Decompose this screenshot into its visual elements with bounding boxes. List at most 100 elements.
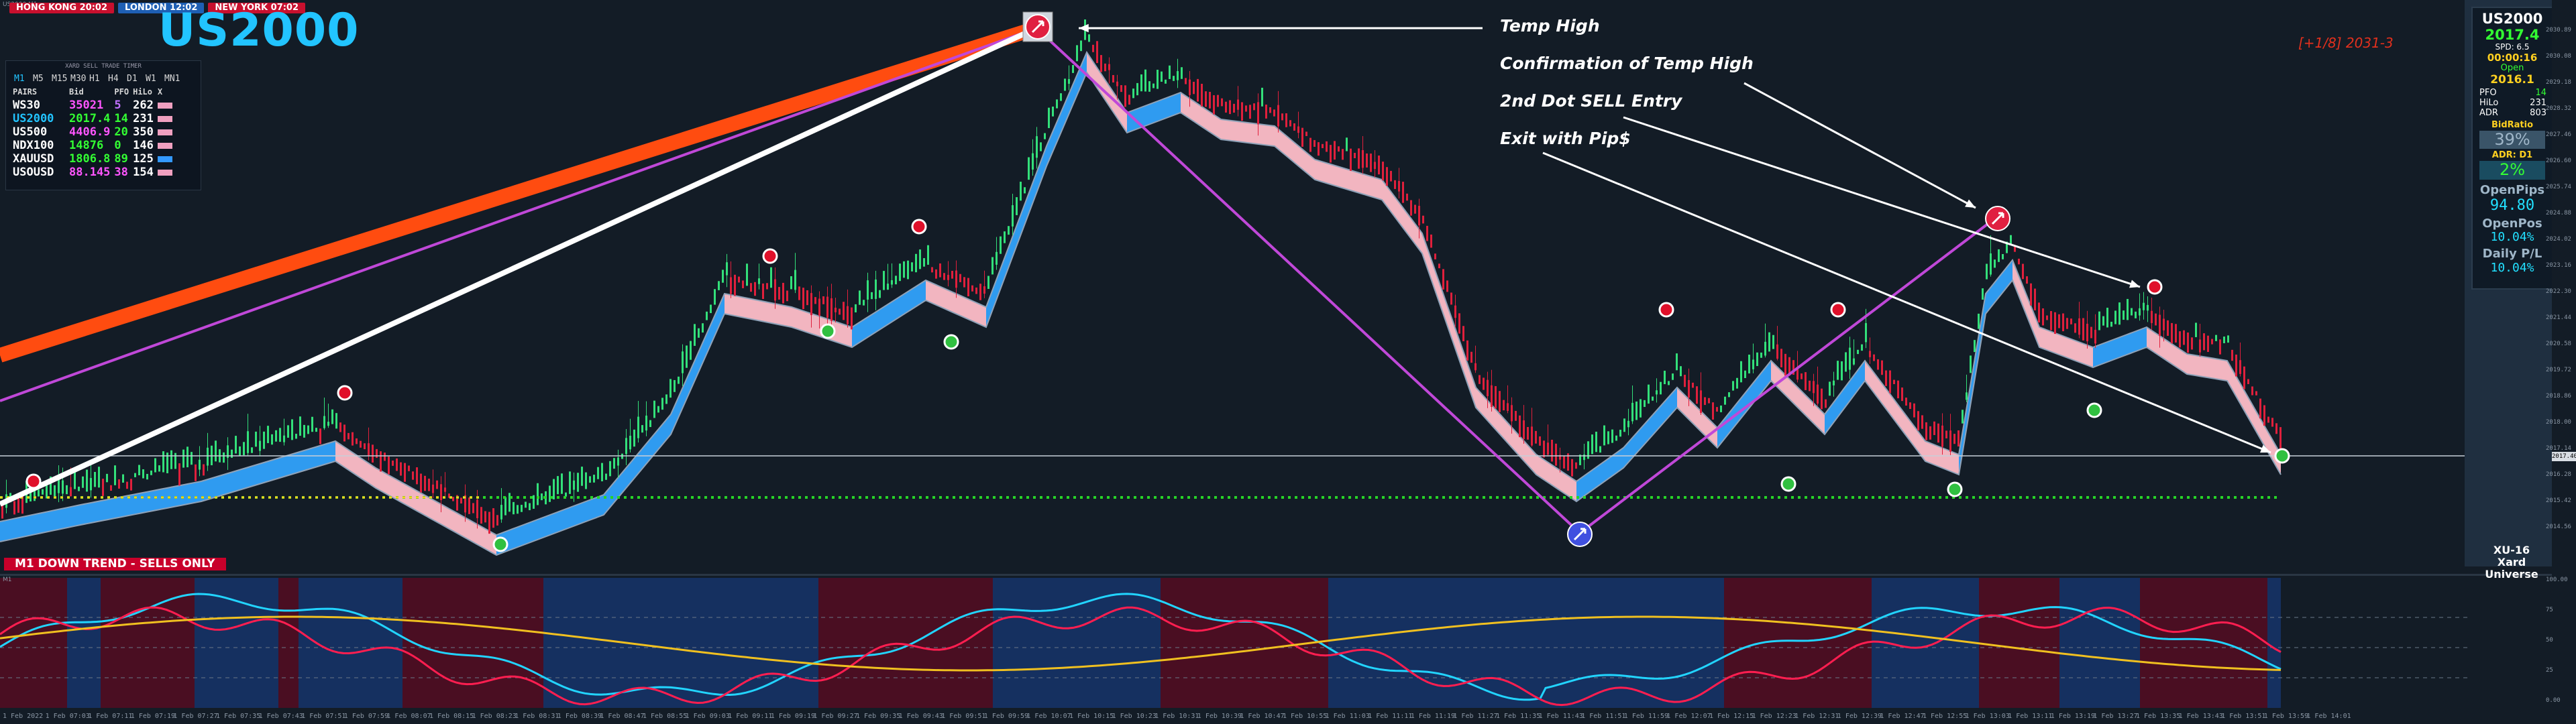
- drawn-trendlines: [0, 21, 2469, 534]
- band-segment: [60, 507, 67, 530]
- candle-wick: [1523, 405, 1524, 444]
- band-segment: [389, 475, 396, 499]
- osc-line-signal: [0, 606, 2282, 707]
- table-row[interactable]: NDX100 14876 0 146: [13, 139, 176, 152]
- candle: [291, 419, 293, 440]
- band-segment: [1020, 200, 1026, 238]
- timeframe-label[interactable]: H4: [108, 74, 119, 84]
- osc-regime-block: [2267, 578, 2281, 708]
- table-row[interactable]: XAUUSD 1806.8 89 125: [13, 152, 176, 166]
- band-segment: [174, 485, 181, 507]
- band-segment: [47, 510, 54, 532]
- candle: [412, 471, 414, 480]
- band-segment: [1422, 233, 1429, 273]
- candle: [525, 501, 527, 508]
- candle: [657, 406, 659, 413]
- candle: [1406, 193, 1408, 201]
- candle: [1056, 99, 1058, 109]
- band-segment: [2174, 345, 2180, 370]
- temp-high-marker: [1985, 206, 2010, 231]
- band-segment: [1952, 452, 1959, 475]
- band-segment: [2059, 335, 2066, 357]
- candle: [778, 287, 780, 300]
- time-tick: 1 Feb 10:07: [1026, 713, 1071, 720]
- time-tick: 1 Feb 13:11: [2008, 713, 2053, 720]
- timeframe-label[interactable]: H1: [89, 74, 100, 84]
- cell-hilo: 125: [133, 152, 154, 166]
- candle: [1, 503, 3, 519]
- candle-wick: [996, 237, 997, 270]
- band-segment: [2086, 345, 2093, 367]
- timeframe-label[interactable]: M30: [70, 74, 87, 84]
- candle: [1652, 396, 1654, 401]
- candle-wick: [831, 284, 832, 327]
- band-segment: [1677, 387, 1684, 414]
- time-tick: 1 Feb 10:15: [1069, 713, 1114, 720]
- time-tick: 1 Feb 14:01: [2306, 713, 2351, 720]
- candle: [537, 483, 539, 505]
- timeframe-label[interactable]: M1: [14, 74, 25, 84]
- cell-pfo: 89: [114, 152, 128, 166]
- candle: [1873, 354, 1875, 361]
- band-segment: [1147, 103, 1154, 125]
- time-tick: 1 Feb 13:19: [2050, 713, 2096, 720]
- band-segment: [1140, 105, 1147, 128]
- candle: [1515, 410, 1517, 421]
- openpos-value: 10.04%: [2490, 230, 2534, 245]
- band-segment: [0, 520, 7, 542]
- band-segment: [1067, 83, 1073, 119]
- band-segment: [1529, 446, 1536, 475]
- candle: [1660, 381, 1662, 395]
- timeframe-label[interactable]: MN1: [164, 74, 180, 84]
- band-segment: [1476, 387, 1483, 416]
- time-tick: 1 Feb 07:35: [216, 713, 261, 720]
- table-row[interactable]: US2000 2017.4 14 231: [13, 112, 176, 125]
- band-segment: [74, 505, 80, 527]
- candle: [2191, 337, 2193, 350]
- candle: [1181, 67, 1183, 79]
- candle: [2046, 315, 2048, 320]
- band-segment: [1167, 95, 1174, 118]
- timeframe-label[interactable]: M15: [52, 74, 68, 84]
- candle: [1462, 326, 1464, 342]
- osc-tick: 100.00: [2546, 577, 2568, 583]
- band-segment: [771, 303, 778, 324]
- candle: [863, 300, 865, 306]
- candle: [1845, 352, 1847, 372]
- band-segment: [590, 497, 597, 520]
- band-segment: [188, 482, 195, 504]
- table-row[interactable]: USOUSD 88.145 38 154: [13, 166, 176, 179]
- band-segment: [2167, 341, 2174, 365]
- candle: [1273, 109, 1275, 117]
- price-axis[interactable]: [2552, 0, 2576, 566]
- candle: [1052, 107, 1054, 117]
- timeframe-label[interactable]: M5: [33, 74, 44, 84]
- candle: [975, 287, 977, 294]
- candle: [698, 328, 700, 338]
- candle: [1917, 411, 1919, 431]
- band-segment: [671, 399, 678, 434]
- timeframe-label[interactable]: W1: [146, 74, 156, 84]
- candle: [2110, 321, 2112, 327]
- band-segment: [1174, 93, 1181, 115]
- candle: [1173, 76, 1175, 81]
- candle: [360, 440, 362, 448]
- candle: [694, 324, 696, 346]
- table-row[interactable]: WS30 35021 5 262: [13, 99, 176, 112]
- band-segment: [2261, 419, 2267, 451]
- annotation-text: Confirmation of Temp High: [1500, 54, 1754, 73]
- table-row[interactable]: US500 4406.9 20 350: [13, 125, 176, 139]
- time-tick: 1 Feb 08:23: [472, 713, 517, 720]
- cell-hilo: 350: [133, 125, 154, 139]
- candle: [376, 448, 378, 459]
- band-segment: [2207, 357, 2214, 379]
- timeframe-label[interactable]: D1: [127, 74, 138, 84]
- band-segment: [1516, 432, 1523, 460]
- candle: [150, 470, 152, 475]
- candle: [1905, 398, 1907, 406]
- candle: [1386, 167, 1388, 186]
- band-segment: [2160, 336, 2167, 361]
- bidratio-label: BidRatio: [2491, 119, 2534, 130]
- band-segment: [1268, 125, 1275, 146]
